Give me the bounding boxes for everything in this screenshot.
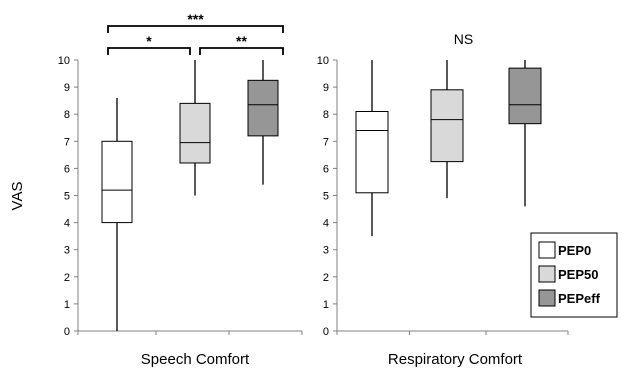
box-iqr [247,79,279,137]
y-tick-label: 2 [64,272,70,284]
legend: PEP0 PEP50 PEPeff [530,232,618,318]
bracket-line [199,47,284,55]
box-iqr [430,89,464,163]
y-tick-label: 6 [64,163,70,175]
y-tick-label: 1 [64,299,70,311]
y-tick-label: 10 [317,55,329,67]
y-tick-label: 10 [58,55,70,67]
y-tick-label: 6 [323,163,329,175]
significance-bracket: * [107,33,191,55]
category-label: Speech Comfort [141,351,250,368]
y-tick-label: 2 [323,272,329,284]
y-tick-label: 3 [64,245,70,257]
panel-annotation: NS [454,31,473,47]
y-tick-label: 0 [323,326,329,338]
y-tick-label: 4 [323,218,329,230]
bracket-line [107,25,284,33]
y-tick-label: 0 [64,326,70,338]
significance-label: ** [236,33,247,49]
y-tick-label: 7 [64,136,70,148]
legend-entry-pepeff: PEPeff [538,289,601,307]
legend-swatch [538,289,556,307]
significance-label: * [146,33,152,49]
box-pep50 [179,60,211,196]
y-tick-label: 1 [323,299,329,311]
box-pepeff [247,60,279,185]
box-pep0 [355,60,389,237]
y-tick-label: 5 [64,191,70,203]
y-tick-label: 5 [323,191,329,203]
box-pep0 [101,97,133,331]
significance-bracket: *** [107,11,284,33]
y-tick-label: 7 [323,136,329,148]
y-tick-label: 3 [323,245,329,257]
y-tick-label: 8 [64,109,70,121]
box-iqr [508,67,542,125]
y-tick-label: 8 [323,109,329,121]
box-iqr [179,102,211,164]
significance-bracket: ** [199,33,284,55]
y-tick-label: 9 [64,82,70,94]
box-pep50 [430,60,464,199]
category-label: Respiratory Comfort [388,351,523,368]
legend-entry-pep0: PEP0 [538,241,591,259]
significance-label: *** [187,11,204,27]
legend-label: PEP0 [558,243,591,258]
legend-label: PEP50 [558,267,598,282]
box-pepeff [508,60,542,207]
legend-swatch [538,265,556,283]
y-tick-label: 4 [64,218,70,230]
y-axis-label: VAS [9,182,26,211]
legend-label: PEPeff [558,291,601,306]
legend-swatch [538,241,556,259]
box-iqr [355,110,389,194]
y-tick-label: 9 [323,82,329,94]
box-iqr [101,140,133,224]
legend-entry-pep50: PEP50 [538,265,598,283]
bracket-line [107,47,191,55]
panel-respiratory-comfort: 0 1 2 3 4 5 6 7 8 9 10 Respiratory Comfort NS [317,31,569,368]
